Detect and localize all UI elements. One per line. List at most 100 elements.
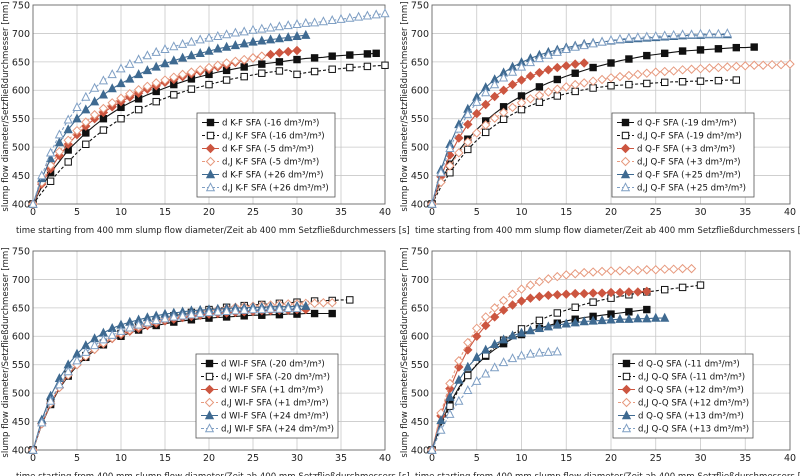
x-tick-label: 35 (739, 453, 751, 464)
data-point (481, 87, 491, 97)
data-point (543, 87, 554, 97)
data-point (588, 315, 598, 325)
legend-label: d,J WI-F SFA (+1 dm³/m³) (221, 399, 329, 409)
data-point (643, 305, 651, 314)
data-point (275, 67, 284, 75)
data-point (677, 263, 688, 274)
data-point (142, 50, 153, 60)
data-point (463, 137, 473, 147)
data-point (597, 315, 607, 325)
data-point (615, 71, 625, 82)
x-tick-label: 20 (203, 453, 215, 464)
data-point (186, 50, 197, 60)
data-point (534, 291, 545, 302)
legend-label: d,J Q-F SFA (+3 dm³/m³) (637, 158, 741, 168)
data-point (142, 317, 153, 327)
data-point (309, 17, 320, 27)
data-point (516, 327, 527, 337)
data-point (588, 76, 598, 86)
legend-label: d,J K-F SFA (-16 dm³/m³) (222, 132, 325, 142)
data-point (732, 76, 740, 84)
data-point (498, 72, 509, 82)
data-point (239, 54, 249, 65)
x-axis-label: time starting from 400 mm slump flow dia… (16, 226, 410, 236)
data-point (436, 415, 446, 425)
data-point (327, 15, 337, 25)
data-point (552, 46, 562, 56)
data-point (160, 44, 170, 54)
data-point (776, 59, 786, 70)
data-point (177, 69, 188, 80)
data-point (151, 46, 161, 56)
data-point (489, 91, 500, 102)
data-point (561, 270, 571, 280)
data-point (472, 323, 482, 334)
data-point (633, 69, 643, 80)
data-point (624, 32, 634, 42)
legend-label: d,J WI-F SFA (+24 dm³/m³) (221, 425, 334, 435)
data-point (561, 61, 571, 71)
data-point (221, 29, 232, 39)
legend-marker (620, 182, 631, 192)
data-point (309, 298, 320, 309)
y-tick-label: 750 (411, 0, 429, 11)
legend: d K-F SFA (-16 dm³/m³) d,J K-F SFA (-16 d… (196, 112, 336, 198)
y-tick-label: 650 (411, 303, 429, 314)
data-point (498, 334, 509, 344)
data-point (292, 19, 302, 29)
series-6 (28, 303, 302, 454)
x-tick-label: 40 (784, 453, 796, 464)
data-point (454, 133, 464, 143)
data-point (283, 20, 293, 30)
series-4 (427, 59, 795, 209)
data-point (552, 319, 562, 329)
x-tick-label: 15 (159, 453, 171, 464)
data-point (732, 43, 740, 52)
data-point (283, 32, 293, 42)
data-point (686, 64, 697, 74)
legend-label: d,J WI-F SFA (-20 dm³/m³) (221, 373, 330, 383)
data-point (274, 21, 285, 31)
data-point (615, 33, 625, 43)
plot-frame (431, 4, 791, 205)
data-point (686, 263, 697, 274)
data-point (445, 142, 455, 152)
legend-label: d,J K-F SFA (-5 dm³/m³) (222, 158, 319, 168)
data-point (230, 27, 241, 37)
data-point (516, 284, 527, 294)
data-point (89, 110, 100, 120)
y-tick-label: 450 (12, 417, 30, 428)
data-point (561, 44, 571, 54)
data-point (117, 115, 125, 123)
data-point (553, 309, 561, 317)
data-point (686, 29, 697, 39)
data-point (480, 99, 491, 110)
data-point (89, 340, 100, 350)
data-point (516, 296, 527, 306)
data-point (257, 23, 267, 33)
data-point (713, 28, 724, 38)
x-tick-label: 25 (650, 207, 662, 218)
data-point (177, 310, 188, 320)
data-point (45, 153, 56, 163)
data-point (99, 126, 108, 134)
data-point (125, 58, 135, 68)
data-point (678, 78, 687, 86)
x-axis-label: time starting from 400 mm slump flow dia… (16, 472, 410, 476)
data-point (597, 266, 607, 277)
legend-marker (205, 143, 216, 154)
data-point (490, 338, 500, 348)
data-point (301, 300, 311, 310)
data-point (643, 79, 651, 88)
data-point (275, 58, 284, 66)
data-point (221, 305, 232, 315)
chart-panel-4: 400 450 500 550 600 650 700 750 0 5 10 15 20 25 30 35 40… (400, 246, 800, 476)
x-tick-label: 30 (291, 453, 303, 464)
x-tick-label: 10 (515, 453, 527, 464)
data-point (445, 408, 455, 418)
data-point (310, 67, 319, 76)
y-tick-label: 450 (12, 171, 30, 182)
data-point (464, 145, 472, 154)
data-point (160, 58, 170, 68)
data-point (588, 267, 598, 277)
